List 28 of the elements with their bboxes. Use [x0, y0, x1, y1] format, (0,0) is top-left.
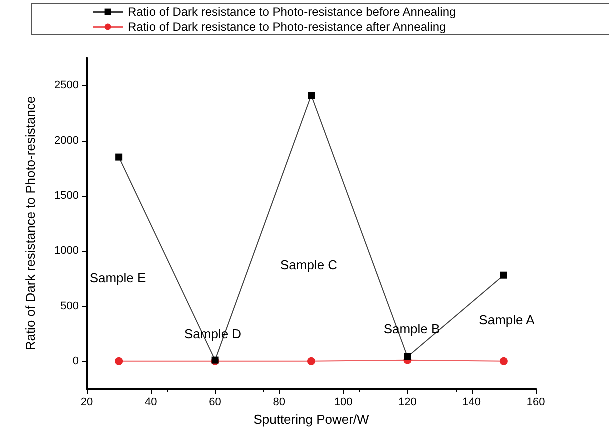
x-tick-label: 140 [462, 396, 482, 408]
y-tick-label: 1000 [54, 245, 79, 258]
x-tick-label: 20 [80, 396, 94, 408]
point [500, 272, 508, 279]
point [308, 357, 316, 366]
y-axis-title: Ratio of Dark resistance to Photo-resistance [23, 96, 38, 351]
point [116, 154, 123, 161]
point [404, 354, 412, 361]
point [115, 357, 124, 366]
x-tick-label: 80 [273, 396, 286, 408]
x-tick-label: 40 [145, 396, 158, 408]
x-tick-label: 60 [209, 396, 222, 408]
x-tick-label: 160 [526, 396, 546, 408]
y-tick-label: 0 [72, 355, 79, 368]
annotation: Sample A [479, 312, 536, 328]
y-tick-label: 2000 [54, 134, 79, 147]
point [308, 92, 315, 100]
y-tick-label: 2500 [54, 80, 79, 92]
x-tick-label: 100 [334, 396, 353, 408]
legend-label: Ratio of Dark resistance to Photo-resistance after Annealing [128, 20, 446, 34]
annotation: Sample C [280, 258, 338, 272]
point [500, 357, 508, 366]
y-tick-label: 500 [60, 300, 79, 312]
annotation: Sample E [90, 270, 146, 286]
y-tick-label: 1500 [54, 190, 79, 202]
x-axis-title: Sputtering Power/W [254, 412, 370, 427]
legend-label: Ratio of Dark resistance to Photo-resistance before Annealing [128, 5, 456, 19]
x-tick-label: 120 [398, 396, 417, 408]
